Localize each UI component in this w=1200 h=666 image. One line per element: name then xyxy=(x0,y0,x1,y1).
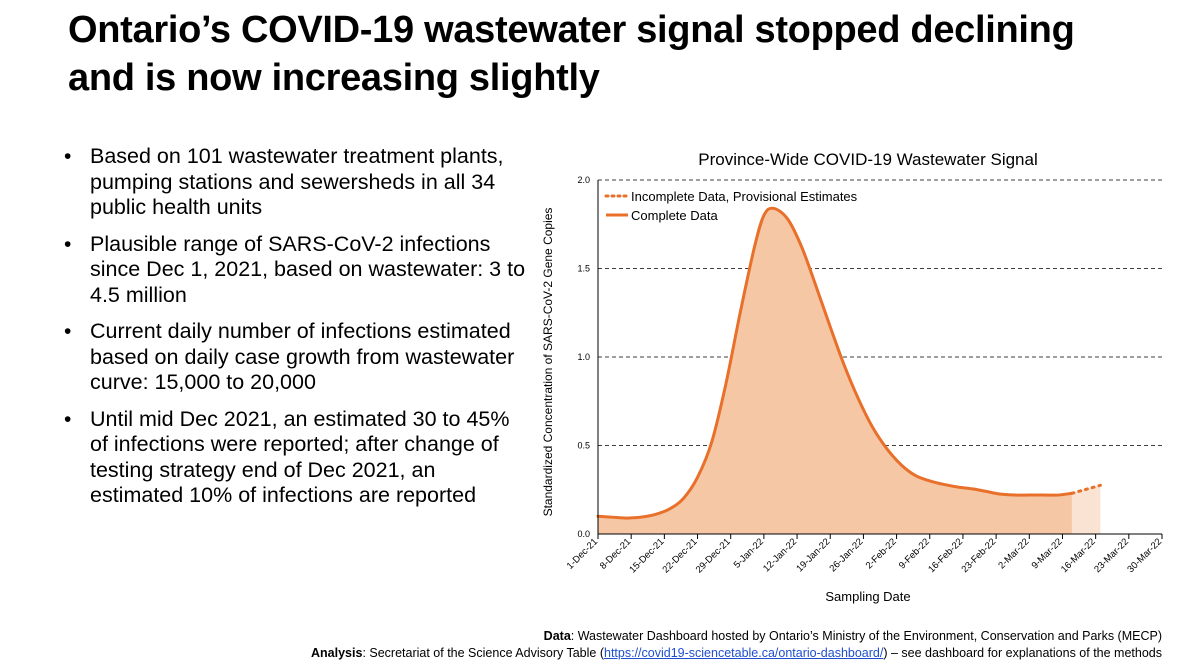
x-tick-label: 2-Feb-22 xyxy=(864,536,899,571)
slide-title-line-1: Ontario’s COVID-19 wastewater signal sto… xyxy=(68,9,1075,51)
bullet-glyph: • xyxy=(64,232,72,256)
analysis-text-pre: : Secretariat of the Science Advisory Ta… xyxy=(362,646,604,660)
bullet-item: • Until mid Dec 2021, an estimated 30 to … xyxy=(62,407,532,509)
x-tick-label: 16-Mar-22 xyxy=(1059,536,1098,575)
x-tick-label: 29-Dec-21 xyxy=(694,536,733,575)
x-tick-label: 15-Dec-21 xyxy=(627,536,666,575)
analysis-label: Analysis xyxy=(311,646,363,660)
bullet-item: • Plausible range of SARS-CoV-2 infection… xyxy=(62,232,532,309)
y-tick-label: 0.5 xyxy=(577,441,590,451)
series-areas xyxy=(598,208,1101,534)
analysis-line: Analysis: Secretariat of the Science Adv… xyxy=(311,645,1162,662)
y-tick-label: 1.0 xyxy=(577,352,590,362)
y-axis-label: Standardized Concentration of SARS-CoV-2… xyxy=(541,208,555,517)
x-tick-label: 23-Feb-22 xyxy=(959,536,998,575)
wastewater-chart: Province-Wide COVID-19 Wastewater Signal… xyxy=(530,140,1180,610)
chart-canvas: Province-Wide COVID-19 Wastewater Signal… xyxy=(541,150,1164,604)
x-axis-label: Sampling Date xyxy=(825,589,910,604)
dashboard-link[interactable]: https://covid19-sciencetable.ca/ontario-… xyxy=(604,646,884,660)
bullet-list: • Based on 101 wastewater treatment plant… xyxy=(62,144,532,520)
x-tick-label: 30-Mar-22 xyxy=(1125,536,1164,575)
data-source-line: Data: Wastewater Dashboard hosted by Ont… xyxy=(311,628,1162,645)
slide-title-line-2: and is now increasing slightly xyxy=(68,57,600,99)
x-tick-label: 19-Jan-22 xyxy=(794,536,832,574)
bullet-glyph: • xyxy=(64,145,72,168)
chart-title: Province-Wide COVID-19 Wastewater Signal xyxy=(698,150,1038,169)
y-tick-label: 0.0 xyxy=(577,529,590,539)
x-tick-label: 2-Mar-22 xyxy=(996,536,1031,571)
x-tick-labels: 1-Dec-218-Dec-2115-Dec-2122-Dec-2129-Dec… xyxy=(565,536,1164,575)
chart-legend: Incomplete Data, Provisional Estimates C… xyxy=(604,189,858,223)
series-line-complete xyxy=(596,206,1074,520)
x-tick-label: 12-Jan-22 xyxy=(761,536,799,574)
x-tick-label: 26-Jan-22 xyxy=(828,536,866,574)
bullet-text: Plausible range of SARS-CoV-2 infections… xyxy=(90,231,526,307)
x-tick-label: 23-Mar-22 xyxy=(1092,536,1131,575)
bullet-glyph: • xyxy=(64,320,72,343)
x-tick-label: 22-Dec-21 xyxy=(661,536,700,575)
bullet-item: • Current daily number of infections esti… xyxy=(62,319,532,396)
analysis-text-post: ) – see dashboard for explanations of th… xyxy=(883,646,1162,660)
area-provisional xyxy=(1071,485,1101,534)
bullet-glyph: • xyxy=(64,407,72,431)
y-tick-label: 1.5 xyxy=(577,264,590,274)
series-line-provisional xyxy=(1070,483,1102,495)
series-lines xyxy=(596,206,1102,520)
x-tick-label: 1-Dec-21 xyxy=(565,536,600,571)
bullet-text: Current daily number of infections estim… xyxy=(90,319,515,394)
bullet-item: • Based on 101 wastewater treatment plant… xyxy=(62,144,532,221)
data-label: Data xyxy=(543,629,571,643)
legend-label-complete: Complete Data xyxy=(631,208,718,223)
slide-title: Ontario’s COVID-19 wastewater signal sto… xyxy=(68,6,1168,102)
legend-label-provisional: Incomplete Data, Provisional Estimates xyxy=(631,189,858,204)
y-tick-label: 2.0 xyxy=(577,175,590,185)
area-complete xyxy=(598,208,1072,534)
data-text: : Wastewater Dashboard hosted by Ontario… xyxy=(570,629,1162,643)
bullet-text: Until mid Dec 2021, an estimated 30 to 4… xyxy=(90,406,510,508)
axes xyxy=(597,180,1163,539)
bullet-text: Based on 101 wastewater treatment plants… xyxy=(90,144,504,219)
y-tick-labels: 0.0 0.5 1.0 1.5 2.0 xyxy=(577,175,590,539)
x-tick-label: 16-Feb-22 xyxy=(926,536,965,575)
source-footer: Data: Wastewater Dashboard hosted by Ont… xyxy=(311,628,1162,662)
